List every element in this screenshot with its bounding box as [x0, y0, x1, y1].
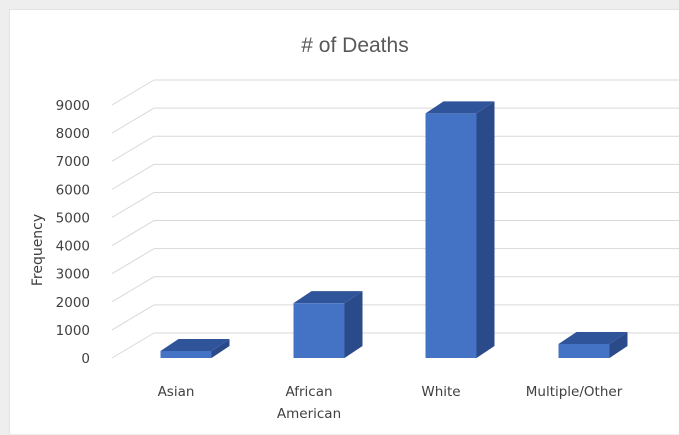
gridline-diagonal	[111, 248, 155, 275]
y-tick-label: 7000	[56, 154, 90, 170]
y-tick-label: 5000	[56, 210, 90, 226]
gridline-diagonal	[111, 192, 155, 218]
bar-front	[293, 303, 345, 358]
gridline-diagonal	[111, 276, 155, 303]
bar-african-american	[293, 291, 363, 358]
bar-top	[293, 291, 363, 304]
bar-front	[425, 113, 477, 358]
bar-side	[344, 291, 363, 358]
x-tick-label: Asian	[158, 384, 195, 400]
y-tick-label: 1000	[56, 323, 90, 339]
x-tick-label: Multiple/Other	[526, 384, 623, 400]
gridline-diagonal	[111, 79, 155, 106]
y-axis-title: Frequency	[30, 214, 46, 286]
bar-white	[425, 101, 495, 358]
y-tick-label: 3000	[56, 267, 90, 283]
bar-top	[160, 338, 230, 351]
y-tick-label: 8000	[56, 126, 90, 142]
bar-chart: # of Deaths Frequency 0 1000 2000 3000 4000 5…	[30, 34, 679, 422]
x-tick-label: White	[421, 384, 460, 400]
y-tick-label: 6000	[56, 182, 90, 198]
bar-top	[558, 331, 628, 344]
gridlines	[111, 79, 679, 359]
gridline-diagonal	[111, 304, 155, 331]
bar-side	[476, 101, 495, 358]
gridline-diagonal	[111, 135, 155, 162]
gridline-diagonal	[111, 107, 155, 134]
bar-multiple-other	[558, 331, 628, 358]
bar-front	[558, 343, 610, 358]
x-tick-label: American	[277, 406, 341, 422]
bar-side	[211, 338, 230, 358]
chart-title: # of Deaths	[301, 34, 408, 57]
x-tick-label: African	[285, 384, 332, 400]
y-tick-label: 2000	[56, 295, 90, 311]
gridline-diagonal	[111, 163, 155, 190]
y-axis-ticks: 0 1000 2000 3000 4000 5000 6000 7000 8000 9000	[56, 98, 90, 367]
y-tick-label: 4000	[56, 239, 90, 255]
y-tick-label: 9000	[56, 98, 90, 114]
y-tick-label: 0	[81, 351, 90, 367]
bar-asian	[160, 338, 230, 358]
chart-frame: # of Deaths Frequency 0 1000 2000 3000 4000 5…	[9, 9, 679, 434]
bars	[160, 101, 628, 358]
bar-side	[609, 331, 628, 358]
bar-top	[425, 101, 495, 114]
gridline-diagonal	[111, 332, 155, 359]
x-axis-ticks: Asian African American White Multiple/Other	[158, 384, 623, 422]
bar-front	[160, 350, 212, 358]
gridline-diagonal	[111, 220, 155, 246]
